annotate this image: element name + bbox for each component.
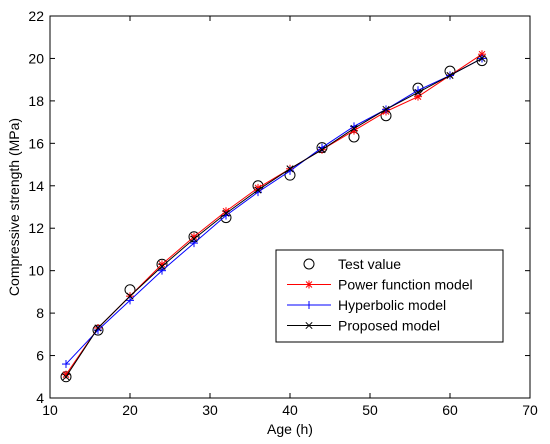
data-point: [414, 88, 422, 96]
legend-label: Proposed model: [338, 318, 440, 334]
data-point: [305, 280, 313, 289]
legend: Test value Power function model Hyperbolic…: [275, 249, 504, 343]
data-point: [126, 292, 134, 300]
legend-label: Test value: [338, 256, 401, 272]
data-point: [350, 124, 358, 133]
data-point: [305, 321, 313, 330]
y-tick-label: 12: [28, 220, 44, 236]
series-proposed-model: [62, 54, 486, 381]
data-point: [478, 54, 486, 62]
y-tick-label: 14: [28, 178, 44, 194]
x-tick-label: 20: [122, 402, 138, 418]
x-tick-label: 40: [282, 402, 298, 418]
data-point: [158, 266, 166, 275]
y-tick-label: 4: [36, 390, 44, 406]
y-tick-label: 10: [28, 263, 44, 279]
y-axis-title: Compressive strength (MPa): [6, 118, 22, 296]
data-point: [254, 186, 262, 194]
y-tick-label: 16: [28, 135, 44, 151]
data-point: [62, 360, 70, 369]
data-point: [126, 296, 134, 305]
series-line: [65, 58, 483, 378]
data-point: [303, 258, 315, 270]
y-tick-label: 6: [36, 348, 44, 364]
legend-entry: Test value: [303, 256, 401, 272]
data-point: [446, 71, 454, 79]
x-tick-label: 70: [522, 402, 538, 418]
x-tick-label: 10: [42, 402, 58, 418]
data-point: [305, 301, 313, 309]
legend-entry: Hyperbolic model: [287, 297, 446, 313]
axis-ticks: 10 20 30 40 50 60 70 4 6 8 10 12 14 16 18 20 22: [28, 8, 538, 418]
data-point: [190, 235, 198, 243]
y-tick-label: 20: [28, 50, 44, 66]
data-point: [158, 262, 166, 270]
series-line: [65, 58, 483, 365]
legend-label: Hyperbolic model: [338, 297, 446, 313]
x-axis-title: Age (h): [267, 421, 313, 437]
x-tick-label: 60: [442, 402, 458, 418]
data-point: [62, 373, 70, 381]
legend-label: Power function model: [338, 277, 473, 293]
x-tick-label: 50: [362, 402, 378, 418]
data-point: [286, 165, 294, 173]
data-point: [190, 239, 198, 248]
legend-entry: Power function model: [287, 277, 473, 293]
y-tick-label: 22: [28, 8, 44, 24]
data-point: [94, 324, 102, 332]
x-tick-label: 30: [202, 402, 218, 418]
legend-entry: Proposed model: [287, 318, 440, 334]
data-point: [382, 105, 390, 113]
y-tick-label: 18: [28, 93, 44, 109]
data-point: [222, 209, 230, 217]
data-point: [318, 146, 326, 154]
y-tick-label: 8: [36, 305, 44, 321]
series-layer: [60, 50, 488, 383]
